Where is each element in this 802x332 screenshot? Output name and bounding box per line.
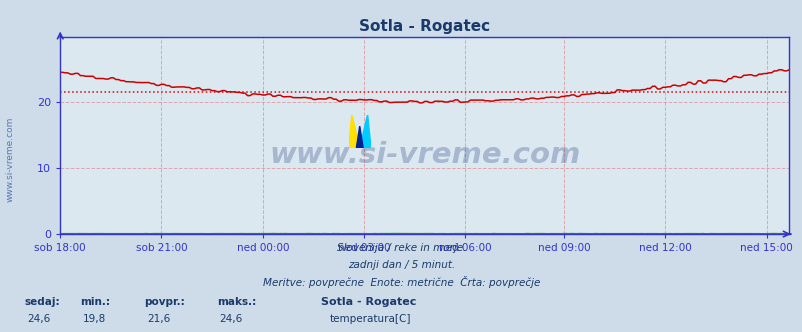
- Text: www.si-vreme.com: www.si-vreme.com: [6, 117, 15, 202]
- Polygon shape: [348, 115, 359, 148]
- Polygon shape: [359, 115, 371, 148]
- Text: 24,6: 24,6: [27, 314, 50, 324]
- Text: zadnji dan / 5 minut.: zadnji dan / 5 minut.: [347, 260, 455, 270]
- Text: Sotla - Rogatec: Sotla - Rogatec: [321, 297, 416, 307]
- Text: maks.:: maks.:: [217, 297, 256, 307]
- Text: Meritve: povprečne  Enote: metrične  Črta: povprečje: Meritve: povprečne Enote: metrične Črta:…: [262, 276, 540, 288]
- Title: Sotla - Rogatec: Sotla - Rogatec: [358, 19, 490, 34]
- Text: temperatura[C]: temperatura[C]: [329, 314, 410, 324]
- Text: 21,6: 21,6: [148, 314, 170, 324]
- Text: 19,8: 19,8: [83, 314, 106, 324]
- Text: povpr.:: povpr.:: [144, 297, 185, 307]
- Text: sedaj:: sedaj:: [24, 297, 59, 307]
- Text: min.:: min.:: [80, 297, 110, 307]
- Text: www.si-vreme.com: www.si-vreme.com: [269, 141, 580, 169]
- Text: 24,6: 24,6: [220, 314, 242, 324]
- Text: Slovenija / reke in morje.: Slovenija / reke in morje.: [336, 243, 466, 253]
- Polygon shape: [356, 126, 363, 148]
